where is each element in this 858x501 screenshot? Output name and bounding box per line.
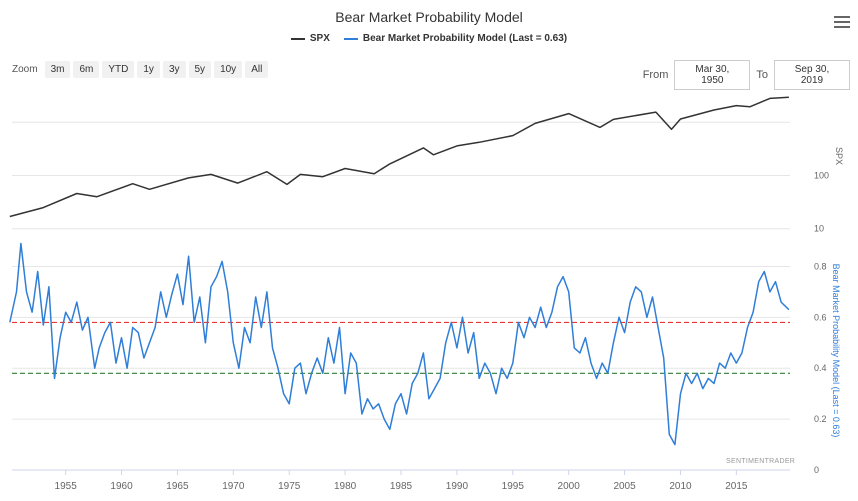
bear-tick-label-1: 0.2 [814,414,827,424]
bear-tick-label-4: 0.8 [814,261,827,271]
x-tick-label-0: 1955 [55,481,78,492]
zoom-label: Zoom [12,64,38,75]
x-tick-label-10: 2005 [613,481,636,492]
spx-axis-title: SPX [834,147,844,165]
x-tick-label-9: 2000 [558,481,581,492]
from-label: From [642,69,669,81]
bear-tick-label-2: 0.4 [814,363,827,373]
x-tick-label-12: 2015 [725,481,748,492]
spx-series-line [9,96,789,218]
x-tick-label-1: 1960 [110,481,133,492]
zoom-button-1y[interactable]: 1y [137,61,160,78]
x-tick-label-2: 1965 [166,481,189,492]
credit-text: SENTIMENTRADER [726,458,796,465]
x-tick-label-7: 1990 [446,481,469,492]
x-tick-label-6: 1985 [390,481,413,492]
bear-series-line [9,242,790,446]
x-tick-label-8: 1995 [502,481,525,492]
to-date-input[interactable]: Sep 30, 2019 [774,60,850,90]
bear-axis-title: Bear Market Probability Model (Last = 0.… [831,264,841,438]
legend-label-spx: SPX [309,33,330,44]
x-tick-label-4: 1975 [278,481,301,492]
legend-swatch-bear-model [343,37,358,40]
zoom-button-3y[interactable]: 3y [162,61,186,78]
zoom-controls: Zoom 3m 6m YTD 1y 3y 5y 10y All [12,61,269,78]
spx-tick-label-1: 100 [814,170,829,180]
date-range: From Mar 30, 1950 To Sep 30, 2019 [643,60,850,90]
legend-item-bear-model[interactable]: Bear Market Probability Model (Last = 0.… [343,33,568,44]
from-date-input[interactable]: Mar 30, 1950 [674,60,751,90]
bear-tick-label-0: 0 [814,465,819,475]
legend-label-bear-model: Bear Market Probability Model (Last = 0.… [362,33,568,44]
x-tick-label-3: 1970 [222,481,245,492]
to-label: To [756,69,768,81]
chart-title: Bear Market Probability Model [335,9,523,25]
spx-tick-label-0: 10 [814,224,824,234]
legend-item-spx[interactable]: SPX [290,33,330,44]
zoom-button-6m[interactable]: 6m [73,61,100,78]
menu-icon[interactable] [834,16,850,30]
zoom-button-all[interactable]: All [245,61,269,78]
x-tick-label-11: 2010 [669,481,692,492]
zoom-button-5y[interactable]: 5y [188,61,212,78]
x-tick-label-5: 1980 [334,481,357,492]
zoom-button-3m[interactable]: 3m [44,61,71,78]
zoom-button-10y[interactable]: 10y [214,61,243,78]
legend: SPX Bear Market Probability Model (Last … [0,33,858,44]
zoom-button-ytd[interactable]: YTD [102,61,135,78]
legend-swatch-spx [290,37,305,40]
bear-tick-label-3: 0.6 [814,312,827,322]
